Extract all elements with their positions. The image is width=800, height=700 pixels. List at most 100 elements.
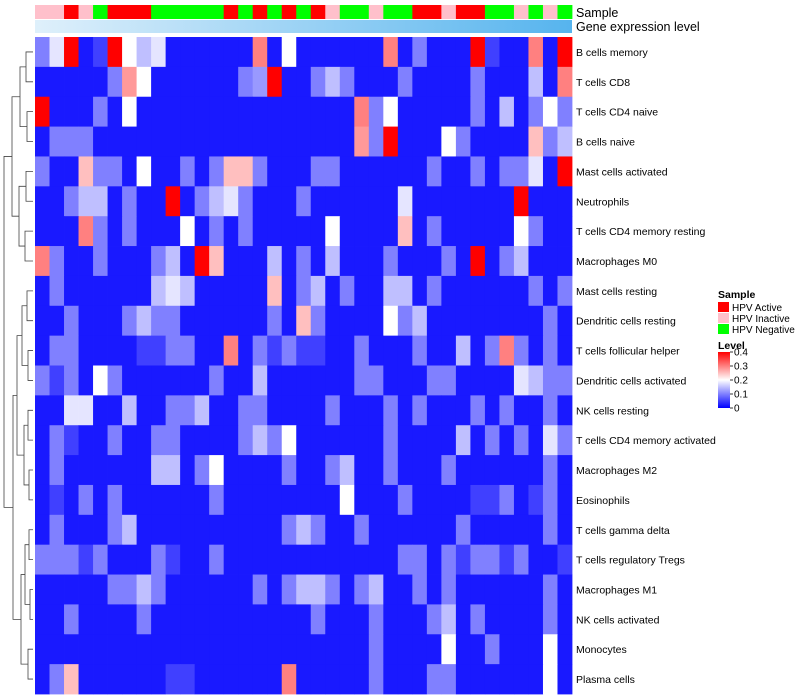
heatmap-cell — [194, 37, 210, 68]
heatmap-cell — [397, 246, 413, 277]
heatmap-cell — [310, 574, 326, 605]
heatmap-cell — [223, 275, 239, 307]
heatmap-cell — [441, 126, 457, 157]
heatmap-cell — [252, 126, 268, 157]
row-label: T cells CD4 memory resting — [576, 226, 705, 238]
heatmap-cell — [339, 156, 355, 187]
sample-annot-cell — [35, 5, 50, 19]
heatmap-cell — [354, 664, 370, 695]
heatmap-cell — [267, 96, 283, 127]
heatmap-cell — [78, 544, 94, 575]
heatmap-cell — [281, 455, 297, 486]
sample-annot-cell — [122, 5, 137, 19]
heatmap-cell — [180, 544, 196, 575]
heatmap-cell — [397, 335, 413, 366]
row-label: Macrophages M0 — [576, 256, 657, 268]
heatmap-cell — [49, 126, 65, 157]
heatmap-cell — [310, 305, 326, 337]
heatmap-cell — [455, 455, 471, 486]
heatmap-cell — [252, 246, 268, 277]
heatmap-cell — [426, 335, 442, 366]
heatmap-cell — [64, 305, 79, 337]
dendrogram-link — [29, 589, 33, 620]
heatmap-cell — [397, 544, 413, 575]
heatmap-cell — [484, 425, 500, 456]
heatmap-cell — [499, 574, 515, 605]
heatmap-cell — [499, 335, 515, 366]
heatmap-cell — [325, 335, 341, 366]
heatmap-cell — [238, 156, 254, 187]
heatmap-cell — [368, 604, 384, 635]
heatmap-cell — [122, 126, 137, 157]
heatmap-cell — [281, 156, 297, 187]
heatmap-cell — [151, 365, 167, 396]
heatmap-cell — [499, 305, 515, 337]
heatmap-cell — [209, 634, 225, 665]
heatmap-cell — [368, 246, 384, 277]
heatmap-cell — [310, 484, 326, 516]
heatmap-cell — [238, 634, 254, 665]
heatmap-cell — [93, 305, 108, 337]
heatmap-cell — [122, 66, 137, 98]
heatmap-cell — [441, 574, 457, 605]
heatmap-cell — [339, 126, 355, 157]
heatmap-cell — [354, 66, 370, 98]
heatmap-cell — [426, 186, 442, 217]
heatmap-cell — [354, 604, 370, 635]
heatmap-cell — [49, 156, 65, 187]
heatmap-cell — [267, 305, 283, 337]
heatmap-cells — [35, 37, 573, 695]
heatmap-cell — [107, 37, 123, 68]
heatmap-cell — [470, 126, 486, 157]
heatmap-cell — [412, 66, 428, 98]
heatmap-cell — [107, 425, 123, 456]
heatmap-cell — [252, 37, 268, 68]
heatmap-cell — [223, 186, 239, 217]
heatmap-cell — [397, 186, 413, 217]
heatmap-cell — [93, 395, 108, 426]
heatmap-cell — [484, 186, 500, 217]
heatmap-cell — [542, 634, 558, 665]
heatmap-cell — [180, 66, 196, 98]
heatmap-cell — [49, 216, 65, 247]
heatmap-cell — [412, 305, 428, 337]
heatmap-cell — [325, 216, 341, 247]
heatmap-cell — [426, 664, 442, 695]
heatmap-cell — [252, 395, 268, 426]
heatmap-cell — [267, 634, 283, 665]
heatmap-cell — [499, 455, 515, 486]
heatmap-cell — [165, 604, 181, 635]
heatmap-cell — [484, 604, 500, 635]
heatmap-cell — [426, 365, 442, 396]
heatmap-cell — [267, 246, 283, 277]
heatmap-cell — [354, 395, 370, 426]
heatmap-cell — [165, 634, 181, 665]
sample-annot-cell — [78, 5, 94, 19]
heatmap-cell — [136, 305, 152, 337]
row-label: B cells memory — [576, 47, 649, 59]
heatmap-cell — [136, 455, 152, 486]
heatmap-cell — [441, 425, 457, 456]
heatmap-cell — [64, 156, 79, 187]
heatmap-cell — [426, 395, 442, 426]
heatmap-cell — [325, 544, 341, 575]
heatmap-cell — [136, 96, 152, 127]
heatmap-cell — [542, 186, 558, 217]
heatmap-cell — [209, 126, 225, 157]
heatmap-cell — [470, 246, 486, 277]
heatmap-cell — [368, 275, 384, 307]
heatmap-cell — [136, 484, 152, 516]
heatmap-cell — [412, 156, 428, 187]
heatmap-cell — [426, 37, 442, 68]
heatmap-cell — [542, 66, 558, 98]
heatmap-cell — [151, 395, 167, 426]
heatmap-cell — [296, 96, 312, 127]
heatmap-cell — [412, 126, 428, 157]
heatmap-cell — [122, 425, 137, 456]
heatmap-cell — [542, 395, 558, 426]
heatmap-cell — [383, 604, 399, 635]
heatmap-cell — [267, 66, 283, 98]
heatmap-cell — [107, 514, 123, 546]
heatmap-cell — [209, 305, 225, 337]
heatmap-cell — [223, 365, 239, 396]
